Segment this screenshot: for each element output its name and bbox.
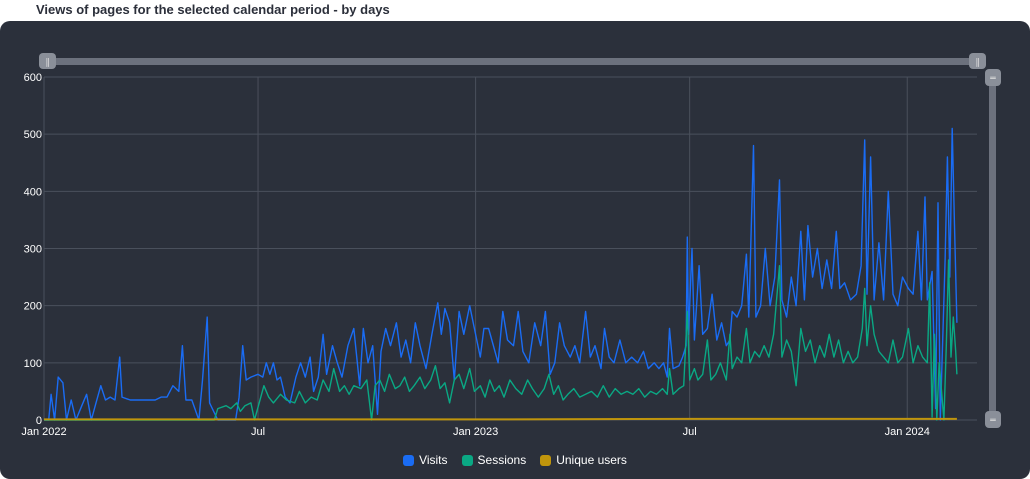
drag-grip-vertical-icon: ∥ <box>45 58 50 68</box>
x-tick-label-1: Jul <box>251 426 265 438</box>
legend-swatch-sessions <box>462 455 473 466</box>
drag-grip-horizontal-icon: ═ <box>989 74 996 84</box>
x-tick-label-2: Jan 2023 <box>453 426 498 438</box>
y-range-scrollbar-track[interactable] <box>989 76 996 420</box>
drag-grip-vertical-icon: ∥ <box>975 58 980 68</box>
y-tick-label-400: 400 <box>24 186 42 198</box>
legend-swatch-visits <box>403 455 414 466</box>
series-line-unique-users <box>44 419 957 420</box>
y-tick-label-600: 600 <box>24 72 42 84</box>
y-tick-label-100: 100 <box>24 358 42 370</box>
chart-panel: 0 100 200 300 400 500 600 Jan 2022 Jul Jan 2023 Ju… <box>0 21 1030 479</box>
legend-label-visits: Visits <box>419 453 447 467</box>
x-tick-label-3: Jul <box>683 426 697 438</box>
legend-item-visits[interactable]: Visits <box>403 453 447 467</box>
legend-swatch-unique-users <box>540 455 551 466</box>
chart-title: Views of pages for the selected calendar… <box>36 2 390 17</box>
x-tick-label-4: Jan 2024 <box>885 426 930 438</box>
legend-item-sessions[interactable]: Sessions <box>462 453 527 467</box>
x-tick-label-0: Jan 2022 <box>21 426 66 438</box>
x-range-scrollbar-track[interactable] <box>48 58 976 65</box>
y-tick-label-200: 200 <box>24 301 42 313</box>
y-tick-label-300: 300 <box>24 244 42 256</box>
legend-label-sessions: Sessions <box>478 453 527 467</box>
drag-grip-horizontal-icon: ═ <box>989 416 996 426</box>
legend-label-unique-users: Unique users <box>556 453 627 467</box>
chart-legend: Visits Sessions Unique users <box>0 453 1030 467</box>
legend-item-unique-users[interactable]: Unique users <box>540 453 627 467</box>
series-line-visits <box>44 128 957 420</box>
y-tick-label-500: 500 <box>24 129 42 141</box>
